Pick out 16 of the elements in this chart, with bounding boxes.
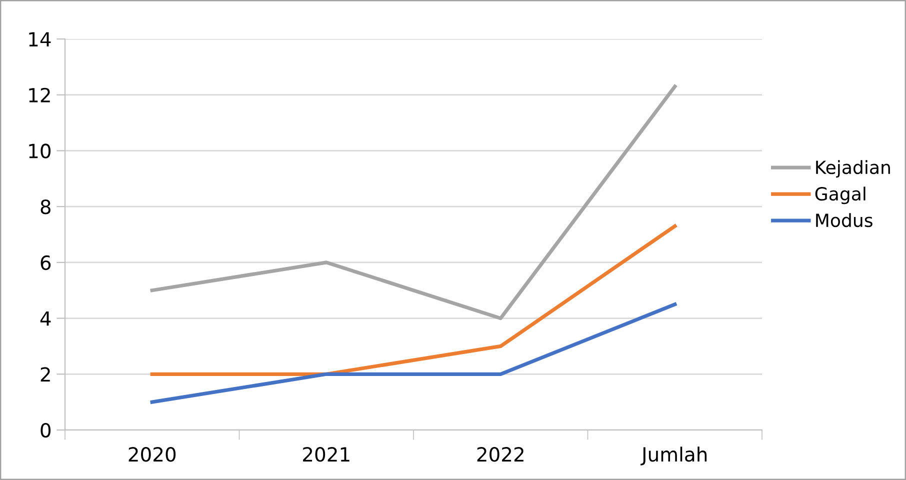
line-series	[150, 84, 677, 320]
y-tick-label: 14	[29, 32, 51, 46]
legend-label: Modus	[816, 213, 872, 228]
y-tick-label: 8	[40, 200, 50, 214]
y-tick-label: 2	[40, 367, 50, 382]
y-tick-label: 4	[40, 311, 51, 326]
y-tick-label: 10	[29, 144, 51, 158]
x-tick-label: 2021	[303, 447, 350, 462]
legend-label: Gagal	[815, 186, 866, 204]
y-tick-label: 6	[40, 255, 51, 270]
x-tick-label: 2020	[128, 447, 176, 462]
legend-label: Kejadian	[816, 160, 890, 178]
x-tick-label: Jumlah	[640, 446, 707, 466]
y-tick-label: 12	[29, 88, 50, 102]
y-tick-label: 0	[40, 422, 51, 438]
x-tick-label: 2022	[477, 447, 524, 462]
